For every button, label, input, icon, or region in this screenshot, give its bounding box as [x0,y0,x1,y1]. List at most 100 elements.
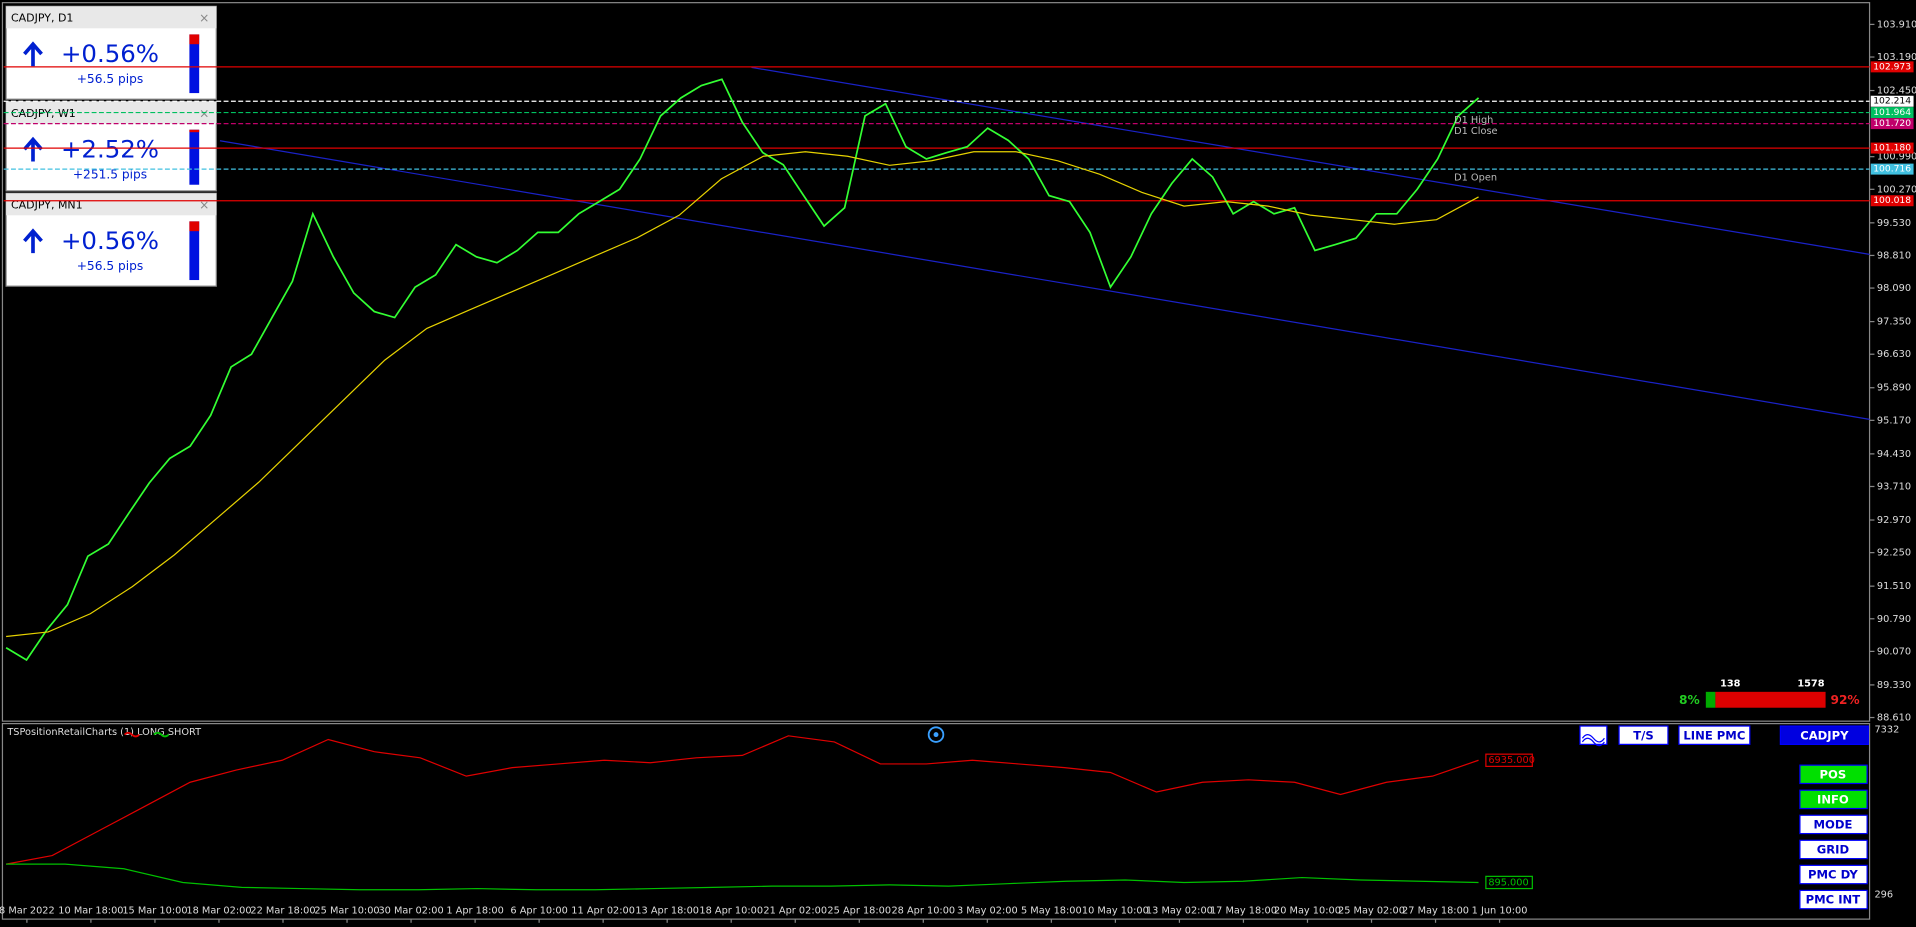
wave-button[interactable] [1579,725,1608,745]
side-button[interactable] [1799,889,1868,910]
x-tick-label: 21 Apr 02:00 [763,906,827,917]
price-line [5,78,1480,662]
channel-lower [219,140,1870,420]
side-button[interactable] [1799,864,1868,885]
x-tick-label: 11 Apr 02:00 [571,906,635,917]
y-tick-label: 93.710 [1877,481,1911,492]
x-tick-label: 1 Apr 18:00 [446,906,503,917]
price-tag [1870,195,1914,207]
price-tag [1870,61,1914,73]
price-line [6,151,1479,638]
top-button-label[interactable]: LINE PMC [1683,728,1745,742]
x-tick-label: 5 May 18:00 [1021,906,1082,917]
y-tick-label: 95.170 [1877,415,1911,426]
top-button-label[interactable]: CADJPY [1800,728,1849,742]
y-tick-label: 95.890 [1877,383,1911,394]
y-tick-label: 103.190 [1877,52,1916,63]
side-button-label[interactable]: PMC INT [1806,893,1861,907]
widget-change: +0.56% [61,39,159,68]
side-button-label[interactable]: PMC DY [1808,868,1858,882]
short-bar [1715,691,1826,708]
long-pct: 8% [1679,693,1700,707]
ind-tick-label: 7332 [1874,725,1899,736]
price-tag-label: 100.716 [1873,164,1911,175]
x-tick-label: 28 Apr 10:00 [891,906,955,917]
ind-value-box [1485,875,1533,890]
x-tick-label: 3 May 02:00 [957,906,1018,917]
top-button[interactable] [1779,725,1869,745]
side-button[interactable] [1799,814,1868,835]
widget-pips: +56.5 pips [77,259,144,273]
y-tick-label: 92.250 [1877,548,1911,559]
price-tag [1870,107,1914,119]
widget-pips: +56.5 pips [77,72,144,86]
widget-title: CADJPY, W1 [11,107,76,120]
target-icon[interactable] [927,726,945,743]
main-frame [1,2,1871,722]
widget-change: +0.56% [61,226,159,255]
widget-title: CADJPY, MN1 [11,199,83,212]
side-button-label[interactable]: GRID [1817,843,1850,857]
y-tick-label: 98.090 [1877,283,1911,294]
top-button[interactable] [1678,725,1751,745]
x-tick-label: 13 May 02:00 [1146,906,1213,917]
indicator-title: TSPositionRetailCharts (1) LONG SHORT [6,727,201,738]
y-tick-label: 90.070 [1877,646,1911,657]
widget-close[interactable]: × [199,106,209,120]
long-count: 138 [1720,678,1741,689]
top-button[interactable] [1618,725,1669,745]
side-button[interactable] [1799,839,1868,860]
widget-change: +2.52% [61,135,159,164]
x-tick-label: 20 May 10:00 [1274,906,1341,917]
x-tick-label: 30 Mar 02:00 [378,906,443,917]
x-tick-label: 6 Apr 10:00 [510,906,567,917]
side-button-label[interactable]: POS [1820,767,1847,781]
side-button[interactable] [1799,789,1868,810]
widget-header [6,193,217,216]
price-tag-label: 102.214 [1873,96,1911,107]
price-tag [1870,163,1914,175]
price-tag-label: 102.973 [1873,61,1911,72]
y-tick-label: 97.350 [1877,317,1911,328]
y-tick-label: 94.430 [1877,449,1911,460]
ind-value-box [1485,753,1533,767]
x-tick-label: 25 May 02:00 [1338,906,1405,917]
y-tick-label: 100.270 [1877,184,1916,195]
side-button-label[interactable]: INFO [1817,792,1849,806]
x-tick-label: 10 Mar 18:00 [58,906,123,917]
y-tick-label: 100.990 [1877,152,1916,163]
price-tag-label: 101.720 [1873,118,1911,129]
widget-bar-red [189,129,200,133]
price-tag-label: 101.964 [1873,107,1911,118]
widget-bar-red [189,34,200,45]
long-bar [1705,691,1716,708]
widget-title: CADJPY, D1 [11,12,73,25]
widget-bar-blue [189,34,200,94]
y-tick-label: 90.790 [1877,614,1911,625]
ind-line [6,863,1479,891]
x-tick-label: 17 May 18:00 [1210,906,1277,917]
indicator-frame [1,722,1871,920]
widget-close[interactable]: × [199,198,209,212]
side-button-label[interactable]: MODE [1813,818,1852,832]
widget-close[interactable]: × [199,11,209,25]
annotation: D1 Open [1454,172,1497,183]
x-tick-label: 8 Mar 2022 [0,906,55,917]
y-tick-label: 88.610 [1877,713,1911,724]
price-tag-label: 101.180 [1873,143,1911,154]
ind-tick-label: 296 [1874,890,1893,901]
y-tick-label: 91.510 [1877,581,1911,592]
price-tag [1870,118,1914,130]
x-tick-label: 10 May 10:00 [1082,906,1149,917]
top-button-label[interactable]: T/S [1633,728,1654,742]
x-tick-label: 27 May 18:00 [1402,906,1469,917]
side-button[interactable] [1799,764,1868,785]
x-tick-label: 1 Jun 10:00 [1472,906,1528,917]
up-arrow [23,136,43,162]
y-tick-label: 92.970 [1877,515,1911,526]
x-tick-label: 22 Mar 18:00 [250,906,315,917]
wave-icon [1581,734,1605,747]
y-tick-label: 103.910 [1877,19,1916,30]
